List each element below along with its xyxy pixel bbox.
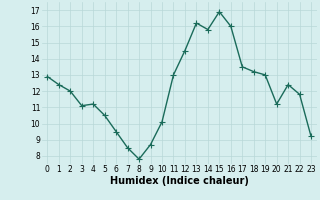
X-axis label: Humidex (Indice chaleur): Humidex (Indice chaleur)	[110, 176, 249, 186]
